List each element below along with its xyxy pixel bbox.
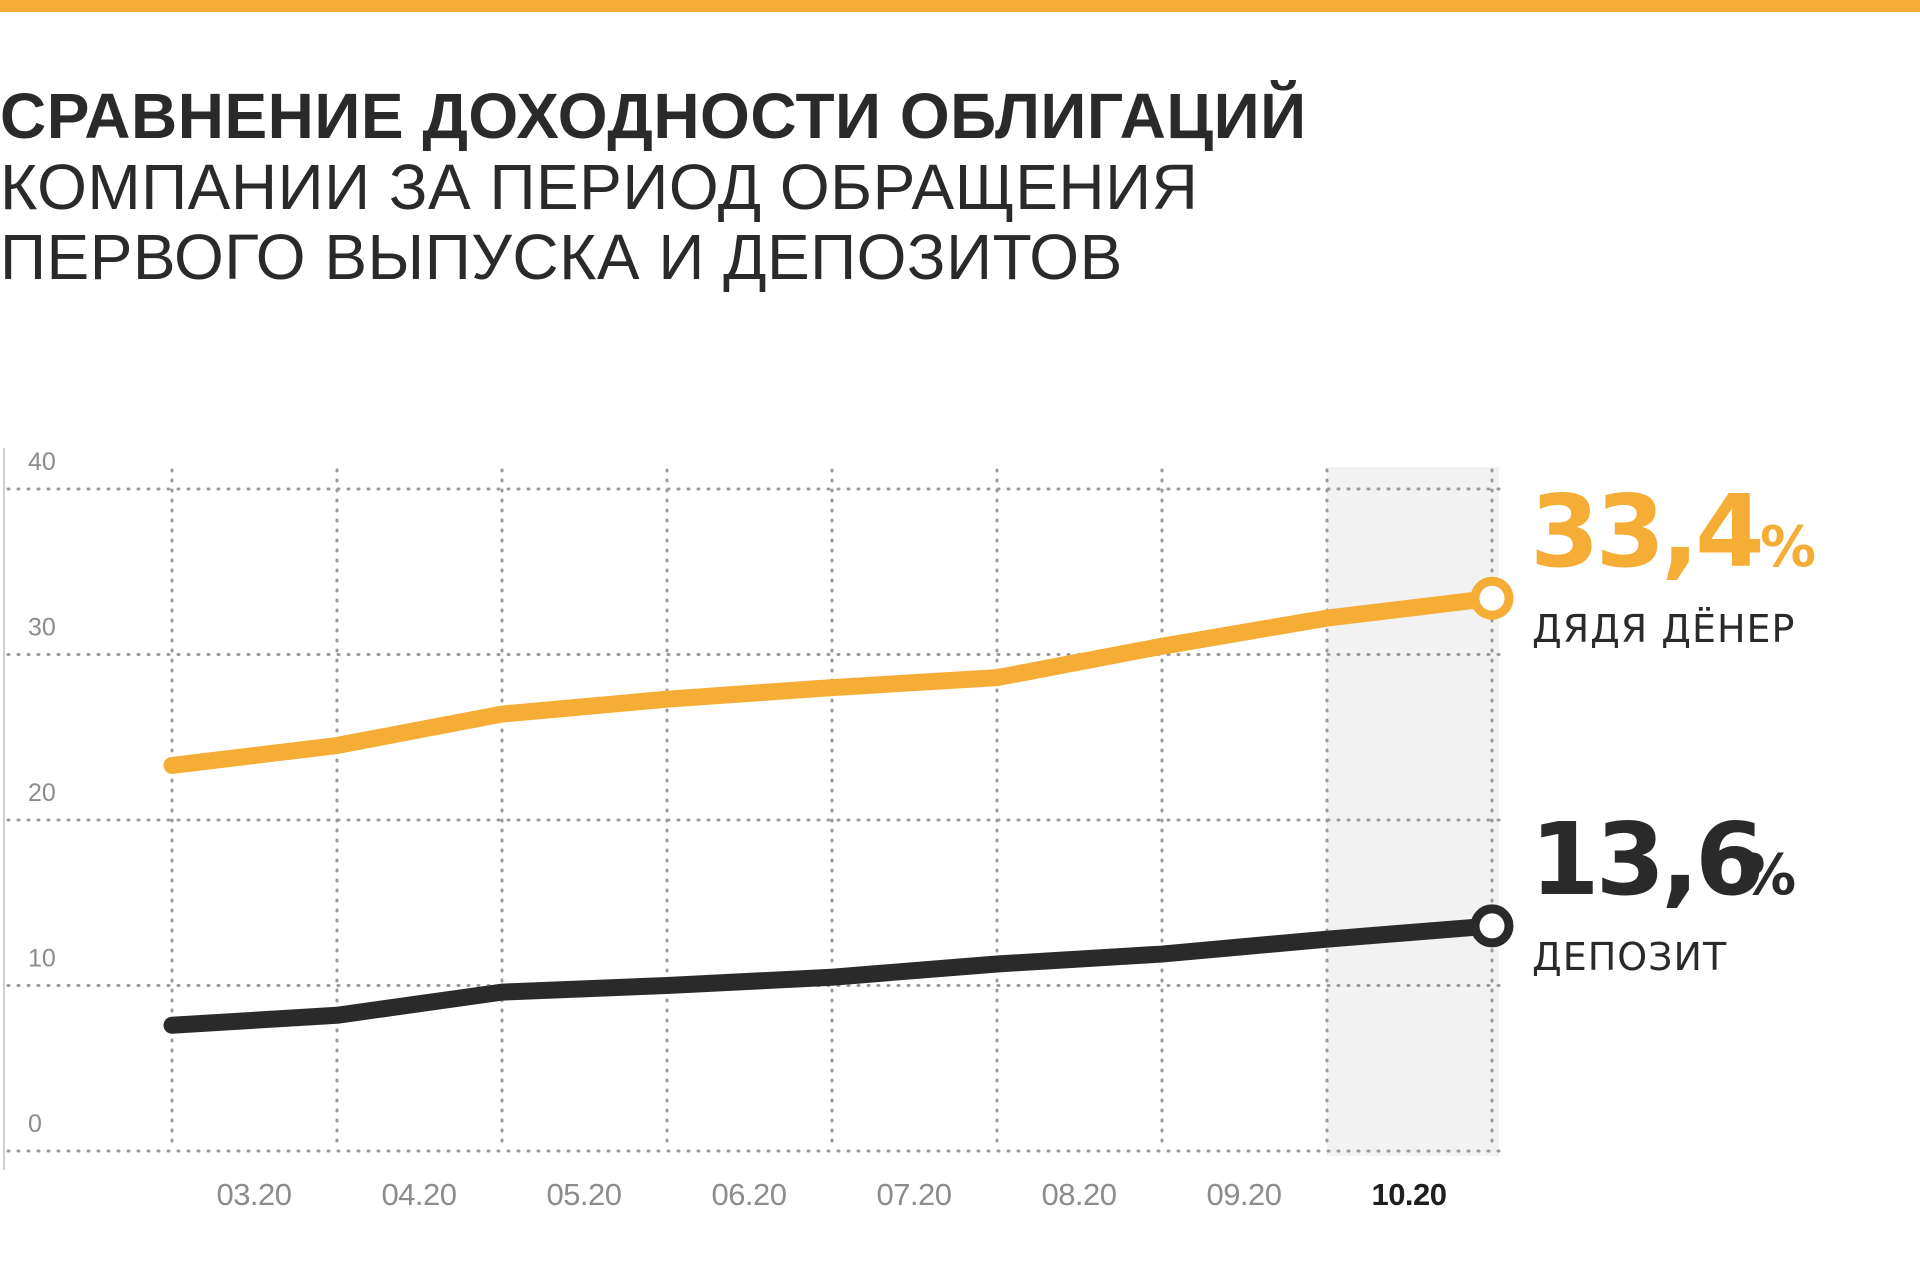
y-tick-label: 40 xyxy=(28,448,56,476)
title-line-3: ПЕРВОГО ВЫПУСКА И ДЕПОЗИТОВ xyxy=(0,221,1123,293)
series-end-unit: % xyxy=(1760,515,1816,580)
x-tick-label: 06.20 xyxy=(711,1177,786,1212)
series-name-label: ДЕПОЗИТ xyxy=(1532,935,1727,979)
y-tick-label: 30 xyxy=(28,614,56,642)
x-tick-label: 03.20 xyxy=(216,1177,291,1212)
y-tick-label: 10 xyxy=(28,945,56,973)
x-tick-label: 05.20 xyxy=(546,1177,621,1212)
top-accent-bar xyxy=(0,0,1920,12)
series-end-value: 13,6 xyxy=(1530,801,1761,918)
x-tick-label: 07.20 xyxy=(876,1177,951,1212)
y-tick-label: 20 xyxy=(28,779,56,807)
x-tick-label: 09.20 xyxy=(1206,1177,1281,1212)
x-tick-label: 04.20 xyxy=(381,1177,456,1212)
series-endpoint-2 xyxy=(1470,904,1514,948)
highlight-band xyxy=(1327,467,1499,1156)
chart-title: СРАВНЕНИЕ ДОХОДНОСТИ ОБЛИГАЦИЙ КОМПАНИИ … xyxy=(0,80,1307,292)
title-line-1: СРАВНЕНИЕ ДОХОДНОСТИ ОБЛИГАЦИЙ xyxy=(0,80,1307,152)
series-endpoint-1 xyxy=(1470,576,1514,620)
x-tick-label: 08.20 xyxy=(1041,1177,1116,1212)
series-line-2 xyxy=(163,917,1501,1034)
y-tick-label: 0 xyxy=(28,1110,42,1138)
title-line-2: КОМПАНИИ ЗА ПЕРИОД ОБРАЩЕНИЯ xyxy=(0,151,1199,223)
series-line-1 xyxy=(163,589,1501,774)
series-end-unit: % xyxy=(1740,843,1796,908)
x-tick-label: 10.20 xyxy=(1371,1177,1446,1212)
series-name-label: ДЯДЯ ДЁНЕР xyxy=(1532,607,1795,651)
grid xyxy=(6,468,1506,1153)
series-end-value: 33,4 xyxy=(1530,473,1761,590)
